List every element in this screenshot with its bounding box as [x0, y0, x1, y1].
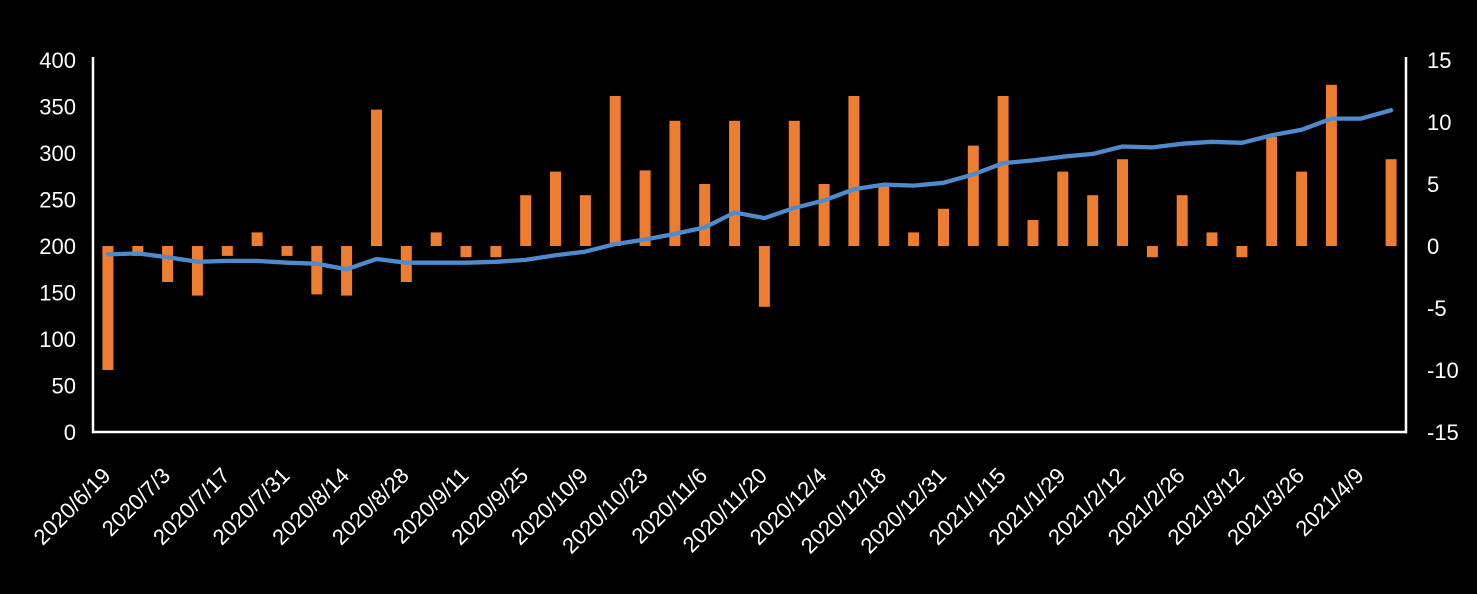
- bar-2020/6/19: [102, 246, 114, 370]
- bar-2020/9/18: [490, 246, 502, 258]
- bar-2020/11/13: [729, 120, 741, 246]
- right-axis-tick-label: -15: [1427, 420, 1459, 445]
- bar-2020/10/23: [639, 170, 651, 246]
- right-axis-tick-label: 10: [1427, 110, 1451, 135]
- line-series-path: [105, 108, 1394, 272]
- bar-2020/7/17: [221, 246, 233, 256]
- right-axis-tick-label: 15: [1427, 48, 1451, 73]
- bar-2021/1/22: [1027, 220, 1039, 246]
- bar-2020/11/20: [758, 246, 770, 307]
- left-axis-tick-label: 250: [39, 188, 76, 213]
- bar-2021/2/12: [1117, 159, 1128, 246]
- right-axis-tick-label: -5: [1427, 296, 1447, 321]
- bar-2020/9/25: [520, 195, 532, 246]
- bar-2020/8/21: [371, 109, 382, 246]
- bar-2020/7/3: [162, 246, 174, 282]
- bar-2021/4/16: [1385, 159, 1397, 246]
- left-axis-tick-label: 100: [39, 327, 76, 352]
- left-axis-tick-label: 50: [52, 374, 76, 399]
- bar-2020/12/31: [938, 208, 949, 246]
- bar-2020/7/31: [281, 246, 293, 256]
- bar-2020/11/6: [699, 184, 711, 246]
- bar-2020/12/18: [878, 184, 890, 246]
- bar-2021/3/5: [1206, 232, 1218, 246]
- left-axis-tick-label: 300: [39, 141, 76, 166]
- right-axis-tick-label: 0: [1427, 234, 1439, 259]
- bar-2020/8/7: [311, 246, 323, 295]
- bar-2020/10/30: [669, 120, 681, 246]
- bar-2020/12/25: [908, 232, 920, 246]
- left-axis-tick-label: 350: [39, 95, 76, 120]
- bar-2020/10/2: [550, 171, 561, 246]
- right-axis-tick-label: -10: [1427, 358, 1459, 383]
- bar-2021/3/19: [1266, 136, 1278, 246]
- bar-2020/9/11: [460, 246, 472, 258]
- bar-2020/6/26: [132, 246, 144, 256]
- bar-2020/7/10: [191, 246, 203, 296]
- bar-2021/2/5: [1087, 195, 1099, 246]
- bar-2020/11/27: [788, 120, 800, 246]
- bar-2020/9/4: [430, 232, 442, 246]
- left-axis-tick-label: 0: [64, 420, 76, 445]
- bar-2020/12/4: [818, 184, 830, 246]
- bar-2021/1/15: [997, 96, 1009, 246]
- left-axis-tick-label: 400: [39, 48, 76, 73]
- bar-2021/1/29: [1057, 171, 1069, 246]
- bar-2020/10/9: [579, 195, 591, 246]
- bar-2020/12/11: [848, 96, 860, 246]
- bar-2021/3/26: [1296, 171, 1308, 246]
- bar-2020/10/16: [609, 96, 621, 246]
- bar-2021/2/19: [1146, 246, 1158, 258]
- left-axis-tick-label: 200: [39, 234, 76, 259]
- right-axis-tick-label: 5: [1427, 172, 1439, 197]
- bar-2021/1/8: [967, 145, 979, 246]
- bar-2021/3/12: [1236, 246, 1248, 258]
- bar-2021/4/2: [1325, 84, 1337, 246]
- bar-2021/2/26: [1176, 195, 1188, 246]
- left-axis-tick-label: 150: [39, 281, 76, 306]
- bar-2020/7/24: [251, 232, 263, 246]
